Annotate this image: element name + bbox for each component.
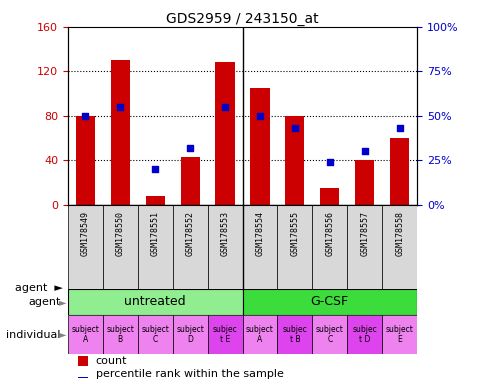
- Text: GSM178557: GSM178557: [360, 212, 368, 257]
- Point: [395, 125, 403, 131]
- Bar: [389, 138, 408, 205]
- Text: count: count: [96, 356, 127, 366]
- Text: subject
A: subject A: [71, 325, 99, 344]
- Point: [256, 113, 263, 119]
- Text: GSM178553: GSM178553: [220, 212, 229, 257]
- Text: G-CSF: G-CSF: [310, 295, 348, 308]
- Title: GDS2959 / 243150_at: GDS2959 / 243150_at: [166, 12, 318, 26]
- Bar: [381, 314, 416, 354]
- Point: [325, 159, 333, 165]
- Text: subject
B: subject B: [106, 325, 134, 344]
- Bar: [242, 289, 416, 314]
- Bar: [250, 88, 269, 205]
- Bar: [172, 205, 207, 289]
- Bar: [215, 63, 234, 205]
- Point: [116, 104, 124, 110]
- Text: GSM178555: GSM178555: [290, 212, 299, 257]
- Bar: [207, 314, 242, 354]
- Bar: [68, 289, 242, 314]
- Bar: [347, 205, 381, 289]
- Text: agent: agent: [28, 297, 61, 307]
- Bar: [137, 205, 172, 289]
- Text: ►: ►: [60, 329, 67, 339]
- Text: subject
E: subject E: [385, 325, 413, 344]
- Bar: [78, 356, 88, 366]
- Text: subject
A: subject A: [245, 325, 273, 344]
- Text: GSM178549: GSM178549: [81, 212, 90, 257]
- Text: subject
C: subject C: [315, 325, 343, 344]
- Text: agent  ►: agent ►: [15, 283, 63, 293]
- Bar: [242, 314, 277, 354]
- Bar: [78, 377, 88, 378]
- Bar: [68, 314, 103, 354]
- Text: subject
D: subject D: [176, 325, 204, 344]
- Bar: [277, 205, 312, 289]
- Bar: [76, 116, 95, 205]
- Point: [290, 125, 298, 131]
- Text: GSM178550: GSM178550: [116, 212, 124, 257]
- Bar: [381, 205, 416, 289]
- Bar: [312, 205, 347, 289]
- Text: GSM178554: GSM178554: [255, 212, 264, 257]
- Text: GSM178551: GSM178551: [151, 212, 159, 257]
- Bar: [312, 314, 347, 354]
- Bar: [207, 205, 242, 289]
- Bar: [285, 116, 304, 205]
- Text: subjec
t B: subjec t B: [282, 325, 307, 344]
- Point: [360, 148, 368, 154]
- Bar: [68, 205, 103, 289]
- Point: [151, 166, 159, 172]
- Text: subjec
t D: subjec t D: [351, 325, 377, 344]
- Bar: [110, 60, 130, 205]
- Text: subjec
t E: subjec t E: [212, 325, 237, 344]
- Text: ►: ►: [60, 297, 67, 307]
- Text: individual: individual: [6, 329, 60, 339]
- Text: percentile rank within the sample: percentile rank within the sample: [96, 369, 283, 379]
- Text: GSM178558: GSM178558: [394, 212, 403, 257]
- Bar: [347, 314, 381, 354]
- Bar: [319, 188, 339, 205]
- Text: untreated: untreated: [124, 295, 186, 308]
- Bar: [354, 160, 374, 205]
- Bar: [172, 314, 207, 354]
- Point: [81, 113, 89, 119]
- Point: [221, 104, 228, 110]
- Text: subject
C: subject C: [141, 325, 169, 344]
- Text: GSM178552: GSM178552: [185, 212, 194, 257]
- Bar: [242, 205, 277, 289]
- Bar: [103, 205, 137, 289]
- Bar: [277, 314, 312, 354]
- Bar: [103, 314, 137, 354]
- Bar: [180, 157, 199, 205]
- Bar: [137, 314, 172, 354]
- Point: [186, 145, 194, 151]
- Bar: [145, 196, 165, 205]
- Text: GSM178556: GSM178556: [325, 212, 333, 257]
